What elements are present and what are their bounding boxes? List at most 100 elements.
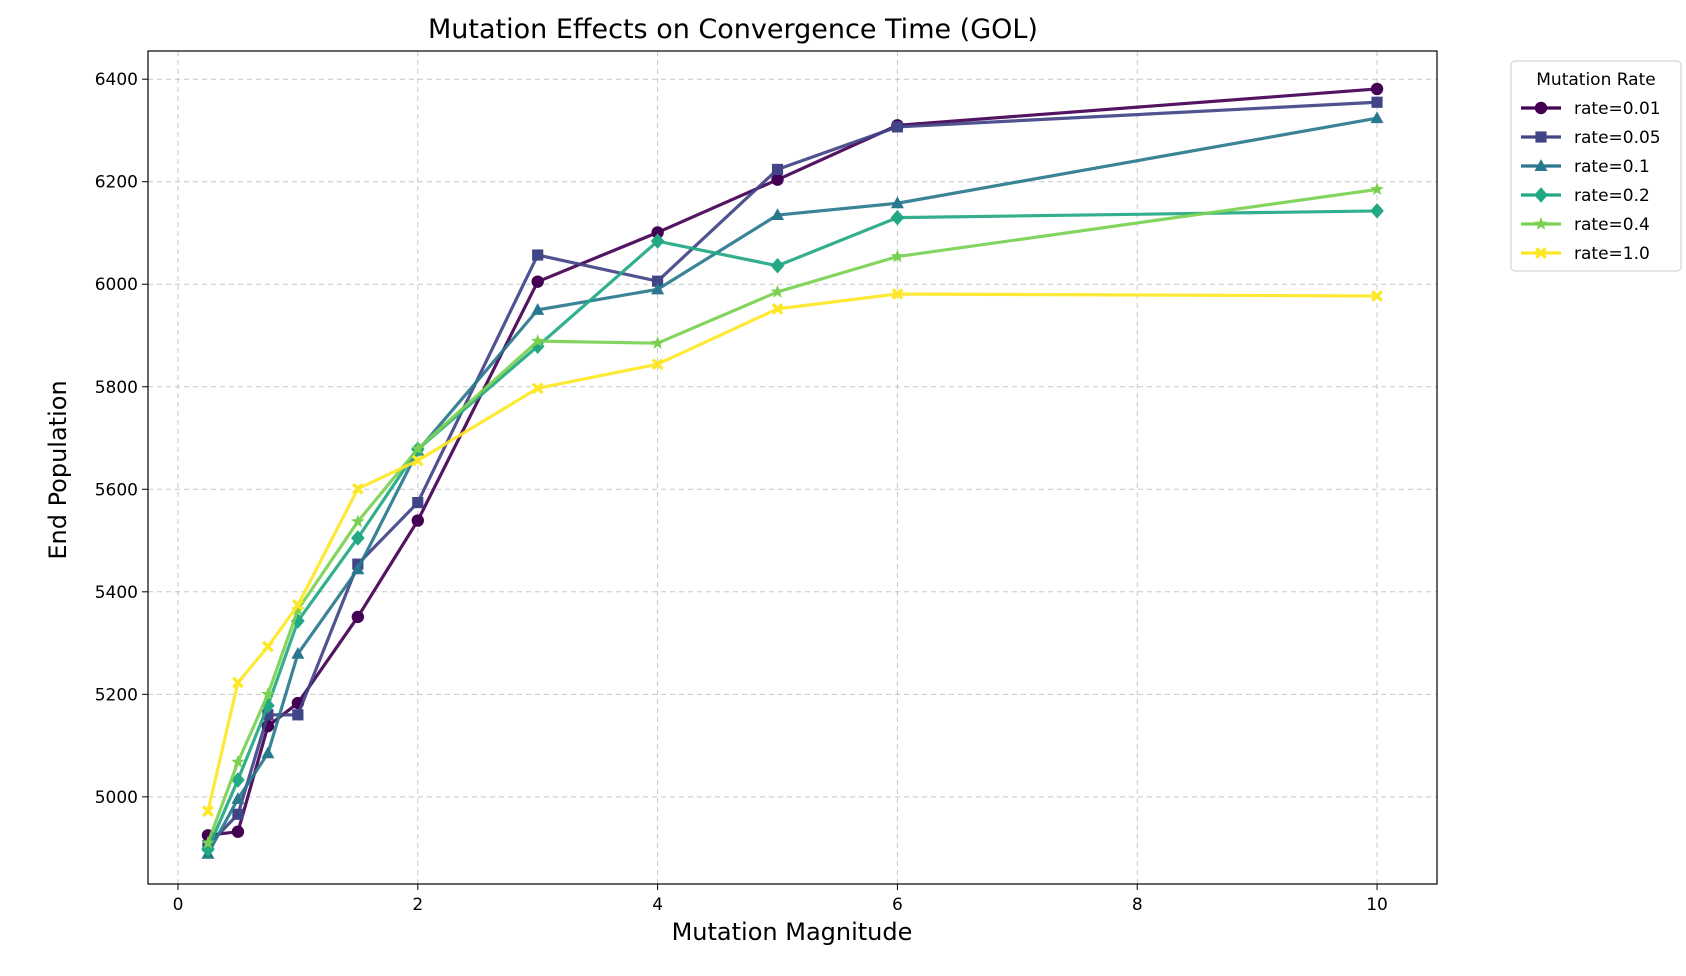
data-point (1370, 111, 1384, 124)
legend-title: Mutation Rate (1536, 70, 1655, 90)
data-point (532, 249, 544, 261)
series-line (207, 87, 1378, 837)
data-point (232, 676, 244, 689)
legend: Mutation Rate rate=0.01 rate=0.05 rate=0.1… (1510, 60, 1682, 272)
x-tick-label: 0 (173, 895, 184, 915)
data-point (651, 226, 664, 239)
y-tick-label: 5800 (95, 378, 138, 398)
data-point (351, 530, 365, 546)
data-point (231, 825, 245, 838)
axis-ticks: 0 2 4 6 8 10 5000 5200 5400 5600 5800 6000 6200 6400 (95, 70, 1388, 915)
legend-marker (1534, 101, 1548, 115)
data-point (291, 599, 304, 612)
legend-item: rate=1.0 (1521, 244, 1650, 264)
data-point (531, 382, 544, 395)
data-point (651, 282, 665, 295)
data-point (650, 233, 665, 249)
data-point (890, 196, 904, 209)
legend-item: rate=0.05 (1521, 128, 1661, 148)
series-rate=1.0 (202, 288, 1383, 818)
data-point (1371, 96, 1383, 108)
legend-label: rate=0.4 (1574, 215, 1650, 235)
y-tick-label: 5600 (95, 480, 138, 500)
series-layer (201, 82, 1384, 859)
x-tick-label: 8 (1132, 895, 1143, 915)
data-point (202, 805, 214, 818)
legend-label: rate=0.2 (1574, 186, 1650, 206)
data-point (531, 275, 544, 288)
data-point (890, 209, 905, 226)
legend-item: rate=0.2 (1521, 186, 1650, 206)
data-point (771, 302, 784, 315)
y-tick-label: 6000 (95, 275, 138, 295)
data-point (231, 792, 245, 804)
x-axis-label: Mutation Magnitude (672, 918, 913, 946)
data-point (291, 602, 305, 616)
y-tick-label: 6200 (95, 173, 138, 193)
data-point (411, 454, 424, 467)
y-tick-label: 6400 (95, 70, 138, 90)
legend-label: rate=1.0 (1574, 244, 1650, 264)
data-point (1370, 182, 1384, 196)
data-point (262, 709, 274, 721)
series-line (206, 116, 1378, 855)
data-point (770, 258, 785, 274)
data-point (411, 514, 424, 527)
data-point (531, 303, 545, 315)
x-tick-label: 10 (1366, 895, 1388, 915)
legend-marker (1534, 159, 1548, 171)
y-tick-label: 5200 (95, 685, 138, 705)
data-point (231, 754, 245, 768)
legend-label: rate=0.1 (1574, 157, 1650, 177)
series-rate=0.01 (201, 82, 1384, 842)
data-point (351, 482, 364, 495)
legend-item: rate=0.1 (1521, 157, 1650, 177)
data-point (231, 772, 245, 788)
data-point (201, 841, 215, 857)
data-point (291, 647, 305, 659)
plot-frame (147, 50, 1438, 885)
data-point (771, 163, 784, 175)
data-point (890, 249, 905, 263)
data-point (1370, 203, 1384, 219)
data-point (770, 284, 785, 298)
data-point (412, 497, 424, 509)
x-tick-label: 2 (412, 895, 423, 915)
data-point (261, 687, 275, 701)
data-point (771, 173, 784, 186)
data-point (292, 709, 304, 721)
legend-item: rate=0.4 (1521, 215, 1650, 235)
chart-title: Mutation Effects on Convergence Time (GO… (428, 14, 1038, 45)
data-point (771, 208, 785, 220)
legend-item: rate=0.01 (1521, 99, 1661, 119)
data-point (411, 441, 425, 455)
legend-label: rate=0.01 (1574, 99, 1661, 119)
data-point (891, 121, 903, 133)
data-point (652, 275, 664, 287)
legend-marker (1534, 187, 1548, 203)
y-tick-label: 5400 (95, 583, 138, 603)
series-rate=0.4 (201, 182, 1384, 849)
series-line (206, 292, 1378, 812)
data-point (201, 835, 215, 849)
data-point (351, 562, 365, 575)
data-point (650, 336, 665, 349)
data-point (351, 514, 365, 528)
legend-marker (1535, 247, 1547, 259)
legend-label: rate=0.05 (1574, 128, 1661, 148)
legend-frame (1510, 60, 1682, 272)
data-point (351, 610, 365, 624)
data-point (1371, 290, 1383, 302)
legend-marker (1534, 216, 1548, 230)
data-point (530, 334, 545, 347)
legend-marker (1535, 131, 1547, 143)
y-tick-label: 5000 (95, 788, 138, 808)
x-tick-label: 6 (892, 895, 903, 915)
y-axis-label: End Population (44, 380, 72, 559)
x-tick-label: 4 (652, 895, 663, 915)
grid (148, 51, 1437, 884)
data-point (651, 358, 664, 371)
data-point (1370, 82, 1384, 96)
data-point (232, 808, 244, 820)
